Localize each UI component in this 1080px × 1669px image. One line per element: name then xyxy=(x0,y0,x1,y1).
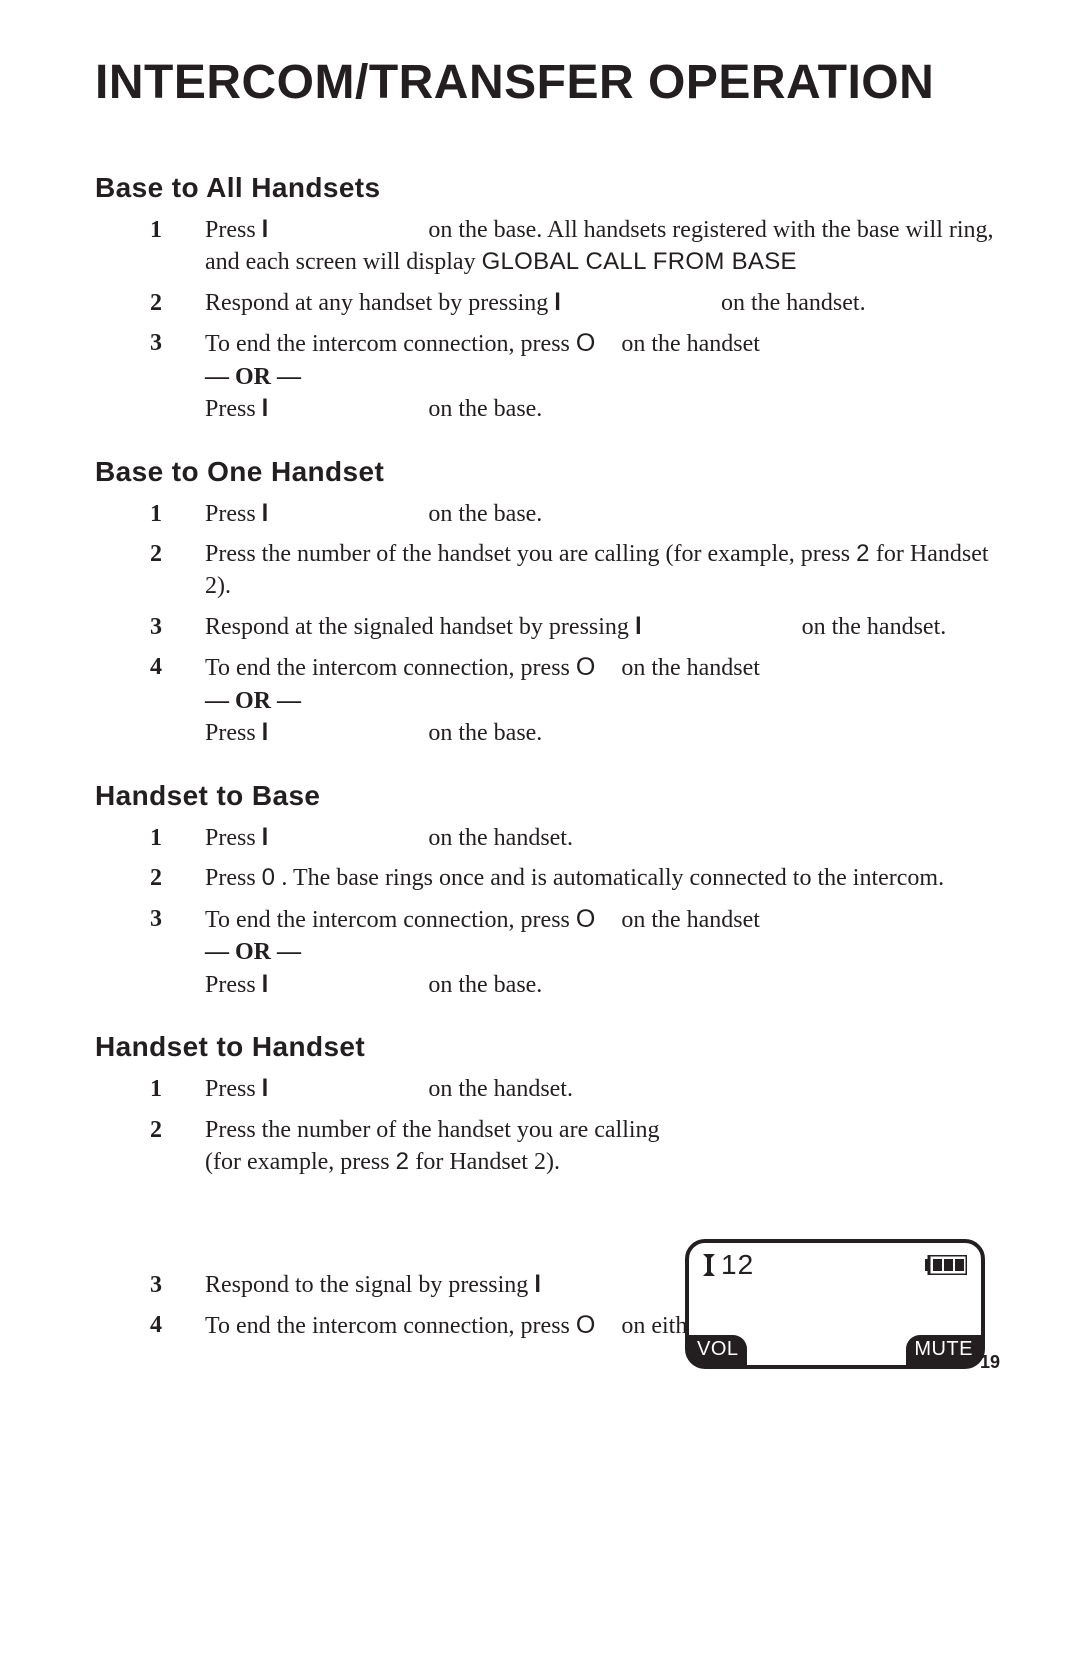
off-button-icon: O xyxy=(576,329,595,357)
lcd-vol-label: VOL xyxy=(689,1335,747,1365)
or-separator: — OR — xyxy=(205,688,301,714)
step-item: 2Press the number of the handset you are… xyxy=(150,1114,1000,1214)
step-number: 2 xyxy=(150,287,190,319)
step-item: 3To end the intercom connection, press O… xyxy=(150,327,1000,426)
off-button-icon: O xyxy=(576,905,595,933)
step-item: 2Press 0 . The base rings once and is au… xyxy=(150,862,1000,894)
step-item: 1Press lon the handset. xyxy=(150,822,1000,854)
page-number: 19 xyxy=(980,1352,1000,1373)
intercom-button-icon: l xyxy=(262,1075,269,1102)
intercom-button-icon: l xyxy=(262,719,269,746)
lcd-figure: 12 VOL MUTE xyxy=(685,1239,985,1369)
intercom-button-icon: l xyxy=(262,395,269,422)
step-item: 1Press lon the handset. xyxy=(150,1073,1000,1105)
or-separator: — OR — xyxy=(205,939,301,965)
step-number: 1 xyxy=(150,1073,190,1105)
off-button-icon: O xyxy=(576,653,595,681)
step-item: 2Press the number of the handset you are… xyxy=(150,538,1000,603)
intercom-button-icon: l xyxy=(635,613,642,640)
step-item: 2Respond at any handset by pressing lon … xyxy=(150,287,1000,319)
lcd-mute-label: MUTE xyxy=(906,1335,981,1365)
antenna-icon xyxy=(703,1251,715,1279)
intercom-button-icon: l xyxy=(262,500,269,527)
step-number: 4 xyxy=(150,651,190,683)
section-title: Handset to Handset xyxy=(95,1031,1000,1063)
intercom-button-icon: l xyxy=(262,971,269,998)
step-number: 2 xyxy=(150,538,190,570)
intercom-button-icon: l xyxy=(262,824,269,851)
digit-key: 0 xyxy=(262,864,276,891)
digit-key: 2 xyxy=(396,1148,410,1175)
page-title: INTERCOM/TRANSFER OPERATION xyxy=(95,55,1000,110)
intercom-button-icon: l xyxy=(554,289,561,316)
step-list: 1Press lon the base. 2Press the number of… xyxy=(95,498,1000,750)
battery-icon xyxy=(925,1255,967,1275)
step-item: 1Press lon the base. All handsets regist… xyxy=(150,214,1000,279)
or-separator: — OR — xyxy=(205,364,301,390)
step-list: 1Press lon the base. All handsets regist… xyxy=(95,214,1000,426)
lcd-channel: 12 xyxy=(703,1249,754,1281)
section-title: Base to One Handset xyxy=(95,456,1000,488)
step-number: 4 xyxy=(150,1309,190,1341)
step-item: 4To end the intercom connection, press O… xyxy=(150,651,1000,750)
sections-container: Base to All Handsets 1Press lon the base.… xyxy=(95,172,1000,1343)
step-number: 1 xyxy=(150,214,190,246)
step-number: 2 xyxy=(150,1114,190,1146)
lcd-channel-number: 12 xyxy=(721,1249,754,1281)
step-number: 2 xyxy=(150,862,190,894)
step-number: 3 xyxy=(150,903,190,935)
step-number: 3 xyxy=(150,1269,190,1301)
off-button-icon: O xyxy=(576,1311,595,1339)
step-item: 1Press lon the base. xyxy=(150,498,1000,530)
section-title: Handset to Base xyxy=(95,780,1000,812)
digit-key: 2 xyxy=(856,540,870,567)
step-number: 3 xyxy=(150,327,190,359)
step-number: 1 xyxy=(150,498,190,530)
section-title: Base to All Handsets xyxy=(95,172,1000,204)
step-item: 3To end the intercom connection, press O… xyxy=(150,903,1000,1002)
lcd-bottom-row: VOL MUTE xyxy=(689,1335,981,1365)
step-list: 1Press lon the handset. 2Press 0 . The ba… xyxy=(95,822,1000,1001)
step-number: 1 xyxy=(150,822,190,854)
step-item: 3Respond at the signaled handset by pres… xyxy=(150,611,1000,643)
screen-text: GLOBAL CALL FROM BASE xyxy=(482,248,797,275)
step-number: 3 xyxy=(150,611,190,643)
lcd-top-row: 12 xyxy=(703,1249,967,1281)
intercom-button-icon: l xyxy=(262,216,269,243)
intercom-button-icon: l xyxy=(534,1271,541,1298)
